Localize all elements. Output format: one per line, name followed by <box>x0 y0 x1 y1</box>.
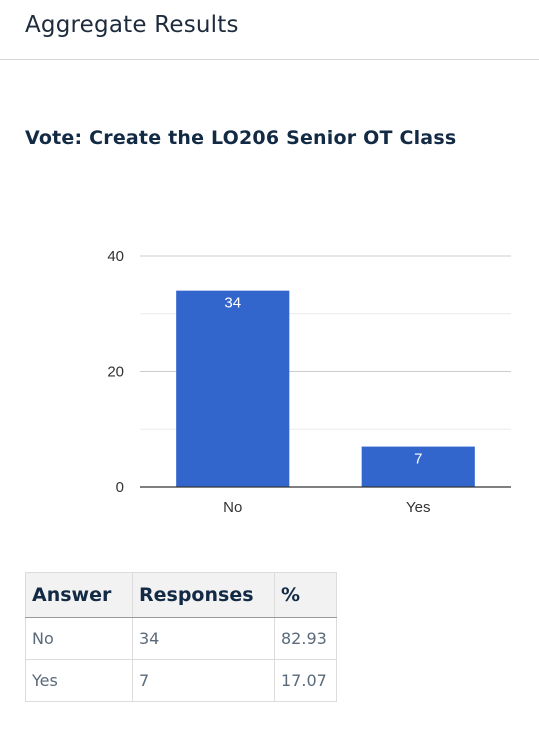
bar <box>361 446 475 487</box>
bar-data-label: 7 <box>414 451 422 468</box>
cell-answer: Yes <box>25 659 133 702</box>
cell-responses: 34 <box>132 617 275 660</box>
header-answer: Answer <box>25 572 133 618</box>
bar-chart: 0 20 40 34 No 7 Yes <box>107 248 511 516</box>
bar <box>176 290 290 487</box>
cell-percent: 82.93 <box>274 617 337 660</box>
table-row: Yes 7 17.07 <box>25 659 337 702</box>
cell-responses: 7 <box>132 659 275 702</box>
header-responses: Responses <box>132 572 275 618</box>
x-category-label: No <box>223 499 242 516</box>
bar-data-label: 34 <box>224 295 241 312</box>
header-percent: % <box>274 572 337 618</box>
y-tick-label: 40 <box>107 248 124 265</box>
table-row: No 34 82.93 <box>25 617 337 660</box>
cell-answer: No <box>25 617 133 660</box>
results-table: Answer Responses % No 34 82.93 Yes 7 17.… <box>25 572 337 702</box>
cell-percent: 17.07 <box>274 659 337 702</box>
y-tick-label: 0 <box>116 479 124 496</box>
vote-title: Vote: Create the LO206 Senior OT Class <box>25 127 457 149</box>
x-category-label: Yes <box>406 499 430 516</box>
page-header: Aggregate Results <box>0 0 539 60</box>
table-header-row: Answer Responses % <box>25 572 337 618</box>
y-tick-label: 20 <box>107 364 124 381</box>
page-title: Aggregate Results <box>25 12 239 38</box>
